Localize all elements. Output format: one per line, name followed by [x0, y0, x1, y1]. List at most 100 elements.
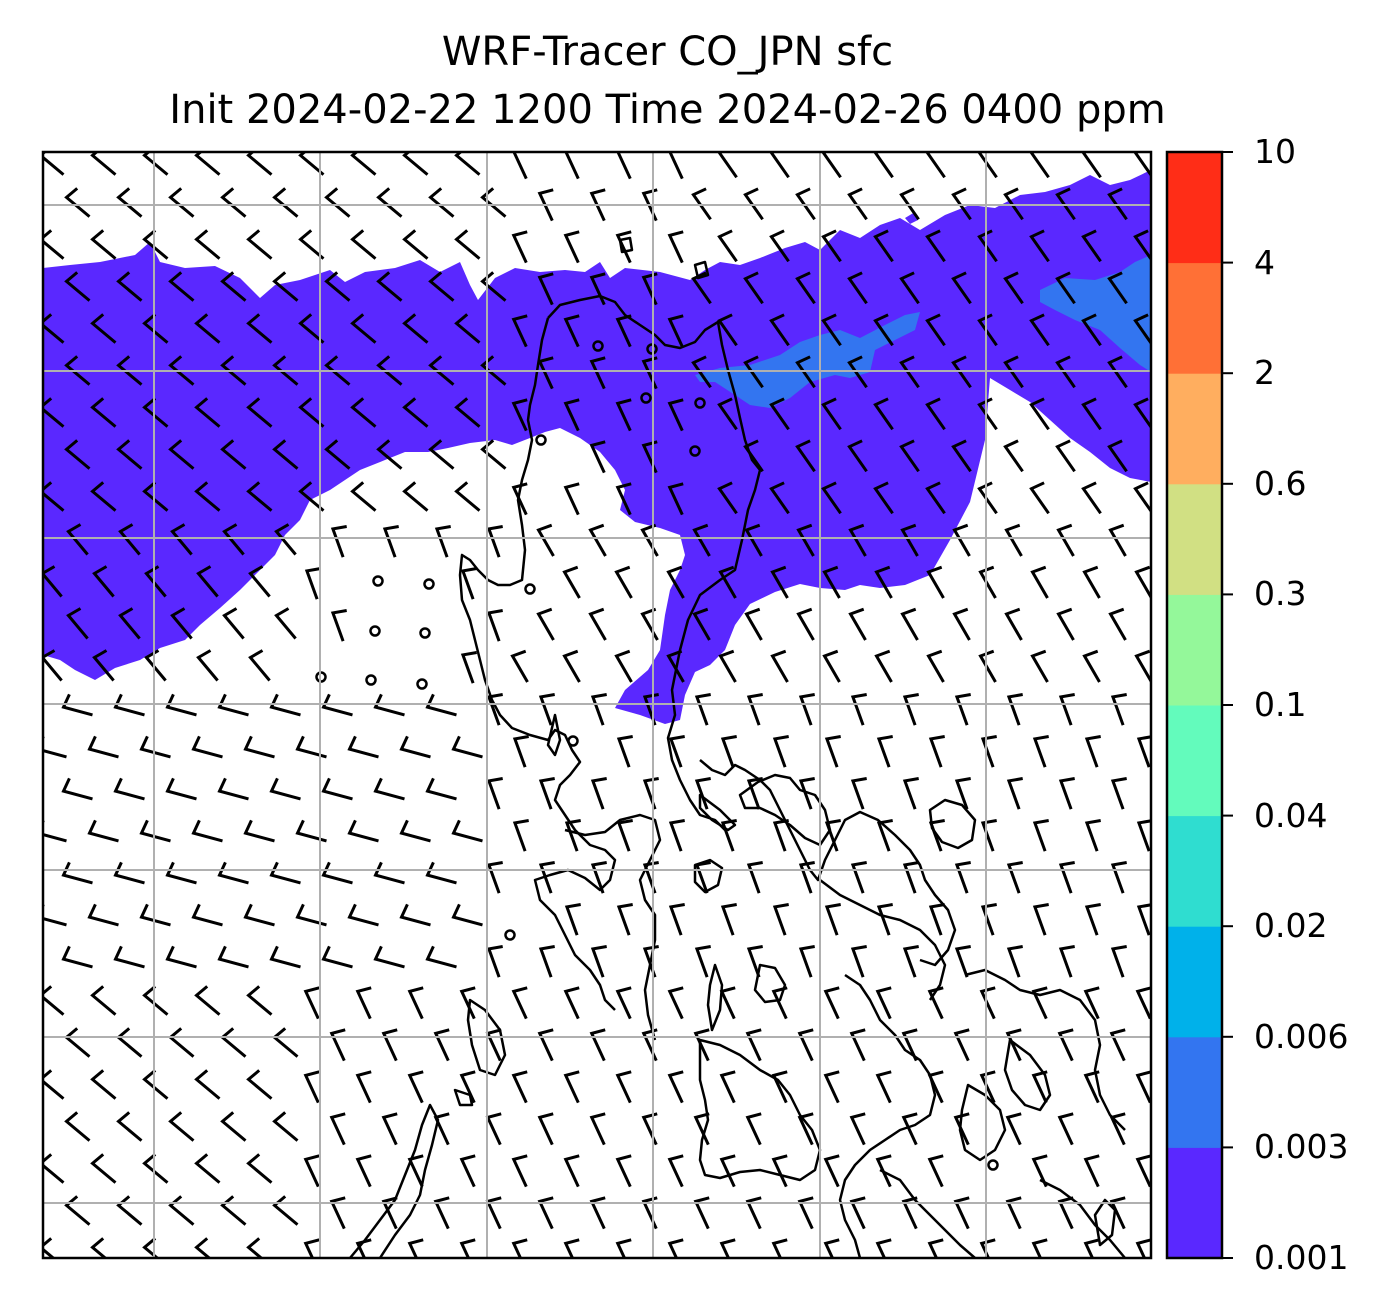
- wind-barb: [1029, 313, 1050, 347]
- wind-barb: [743, 439, 764, 473]
- wind-barb: [928, 903, 945, 936]
- wind-barb: [642, 777, 659, 810]
- wind-barb: [769, 313, 790, 347]
- wind-barb: [1109, 1112, 1126, 1146]
- wind-barb: [272, 271, 299, 302]
- wind-barb: [434, 525, 451, 558]
- wind-barb: [590, 693, 607, 726]
- wind-barb: [693, 1196, 710, 1230]
- wind-barb: [821, 313, 842, 347]
- wind-barb: [1003, 439, 1024, 473]
- wind-barb: [901, 1112, 918, 1146]
- wind-barb: [196, 649, 219, 682]
- wind-barb: [428, 271, 455, 302]
- wind-barb: [425, 861, 457, 885]
- wind-barb: [563, 1070, 580, 1104]
- wind-barb: [43, 1153, 65, 1184]
- wind-barb: [1032, 903, 1049, 936]
- wind-barb: [771, 1070, 788, 1104]
- wind-barb: [537, 188, 554, 222]
- wind-barb: [1084, 735, 1101, 768]
- wind-barb: [691, 187, 712, 221]
- wind-barb: [220, 1195, 247, 1226]
- wind-barb: [952, 607, 971, 641]
- wind-barb: [772, 819, 789, 852]
- wind-barb: [90, 985, 117, 1016]
- wind-barb: [1056, 523, 1075, 557]
- wind-barb: [717, 229, 738, 263]
- wind-barb: [901, 1028, 918, 1062]
- wind-barb: [480, 439, 507, 470]
- calm-wind-circle: [567, 735, 579, 747]
- wind-barb: [795, 271, 816, 305]
- wind-barb: [512, 152, 528, 180]
- wind-barb: [295, 819, 327, 843]
- wind-barb: [537, 1028, 554, 1062]
- wind-barb: [743, 187, 764, 221]
- wind-barb: [1055, 355, 1076, 389]
- wind-barb: [927, 1154, 944, 1188]
- wind-barb: [850, 693, 867, 726]
- wind-barb: [1133, 481, 1151, 514]
- wind-barb: [563, 986, 580, 1020]
- calm-wind-circle: [689, 445, 701, 457]
- wind-barb: [875, 1070, 892, 1104]
- wind-barb: [113, 945, 145, 969]
- wind-barb: [589, 1196, 606, 1230]
- wind-barb: [321, 861, 353, 885]
- wind-barb: [798, 777, 815, 810]
- wind-barb: [373, 693, 405, 717]
- wind-barb: [451, 735, 483, 759]
- wind-barb: [142, 229, 169, 260]
- wind-barb: [589, 1028, 606, 1062]
- wind-barb: [1006, 945, 1023, 978]
- wind-barb: [668, 152, 684, 180]
- wind-barb: [717, 481, 738, 515]
- wind-barb: [43, 229, 65, 260]
- wind-barb: [1030, 565, 1049, 599]
- wind-barb: [1107, 439, 1128, 473]
- wind-barb: [1135, 1070, 1151, 1104]
- wind-barb: [170, 607, 193, 640]
- wind-barb: [1006, 861, 1023, 894]
- wind-barb: [246, 481, 273, 512]
- wind-barb: [64, 187, 91, 218]
- wind-barb: [589, 440, 606, 474]
- wind-barb: [1005, 1112, 1022, 1146]
- wind-barb: [615, 314, 632, 348]
- wind-barb: [480, 187, 507, 218]
- wind-barb: [667, 230, 684, 264]
- wind-barb: [90, 397, 117, 428]
- wind-barb: [87, 903, 119, 927]
- wind-barb: [168, 355, 195, 386]
- wind-barb: [511, 314, 528, 348]
- wind-barb: [1134, 565, 1151, 599]
- map-subtitle: Init 2024-02-22 1200 Time 2024-02-26 040…: [169, 87, 1166, 133]
- wind-barb: [563, 230, 580, 264]
- wind-barb: [980, 819, 997, 852]
- wind-barb: [954, 945, 971, 978]
- wind-barb: [87, 735, 119, 759]
- wind-barb: [90, 229, 117, 260]
- wind-barb: [168, 1195, 195, 1226]
- wind-barb: [402, 152, 429, 176]
- wind-barb: [745, 1196, 762, 1230]
- wind-barb: [1004, 607, 1023, 641]
- wind-barb: [1006, 777, 1023, 810]
- wind-barb: [303, 1154, 320, 1188]
- wind-barb: [694, 861, 711, 894]
- wind-barb: [459, 1238, 476, 1258]
- wind-barb: [194, 1237, 212, 1258]
- wind-barb: [719, 1238, 736, 1258]
- wind-barb: [873, 397, 894, 431]
- wind-barb: [771, 986, 788, 1020]
- wind-barb: [1107, 271, 1128, 305]
- wind-barb: [142, 152, 169, 176]
- wind-barb: [433, 1196, 450, 1230]
- wind-barb: [165, 777, 197, 801]
- wind-barb: [43, 481, 65, 512]
- wind-barb: [744, 607, 763, 641]
- wind-barb: [616, 152, 632, 180]
- wind-barb: [399, 735, 431, 759]
- wind-barb: [486, 525, 503, 558]
